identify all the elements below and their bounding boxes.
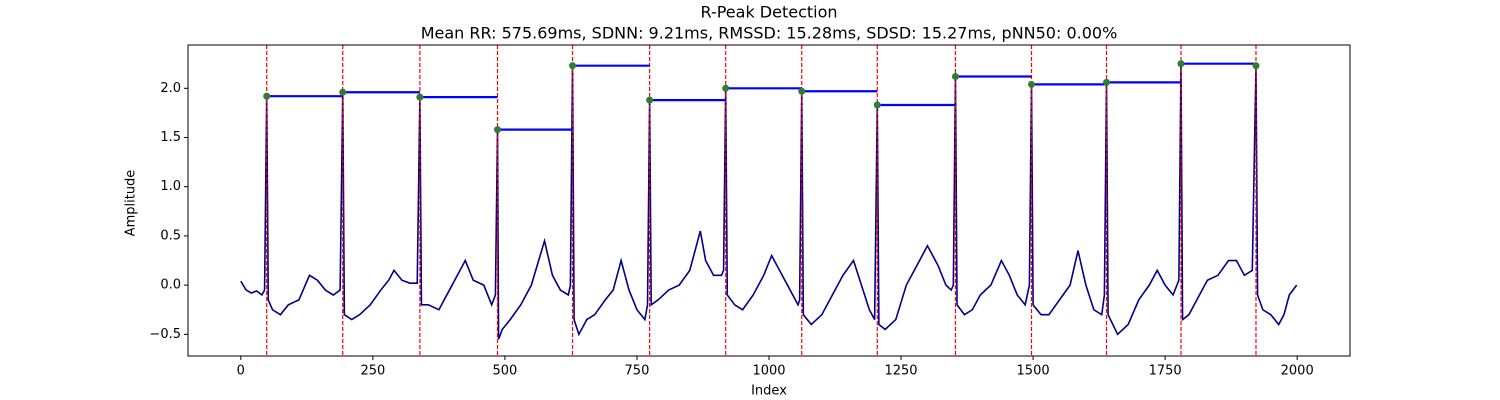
peak-marker (1028, 80, 1036, 88)
y-tick-label: 1.0 (160, 179, 181, 194)
peak-marker (416, 93, 424, 101)
peak-marker (263, 92, 271, 100)
peak-marker (951, 72, 959, 80)
peak-marker (1177, 60, 1185, 68)
peak-marker (339, 88, 347, 96)
peak-marker (798, 87, 806, 95)
plot-frame (187, 44, 1351, 357)
x-tick-label: 1750 (1149, 364, 1182, 379)
y-tick-label: −0.5 (149, 327, 181, 342)
y-tick-label: 0.5 (160, 228, 181, 243)
y-axis-label: Amplitude (124, 170, 139, 237)
x-axis-label: Index (751, 384, 787, 399)
y-tick-label: 1.5 (160, 130, 181, 145)
peak-marker (646, 96, 654, 104)
x-tick-label: 0 (237, 364, 245, 379)
x-tick-label: 750 (625, 364, 650, 379)
chart-subtitle: Mean RR: 575.69ms, SDNN: 9.21ms, RMSSD: … (421, 24, 1118, 43)
x-tick-label: 250 (360, 364, 385, 379)
x-tick-label: 500 (492, 364, 517, 379)
peak-marker (1252, 62, 1260, 70)
peak-marker (722, 84, 730, 92)
x-tick-label: 2000 (1281, 364, 1314, 379)
peak-marker (1103, 78, 1111, 86)
y-tick-label: 2.0 (160, 81, 181, 96)
peak-marker (873, 101, 881, 109)
y-tick-label: 0.0 (160, 278, 181, 293)
peak-marker (494, 126, 502, 134)
peak-marker (569, 62, 577, 70)
signal-line (240, 63, 1298, 340)
chart-title: R-Peak Detection (700, 3, 837, 22)
x-tick-label: 1250 (884, 364, 917, 379)
x-tick-label: 1000 (752, 364, 785, 379)
x-tick-label: 1500 (1017, 364, 1050, 379)
